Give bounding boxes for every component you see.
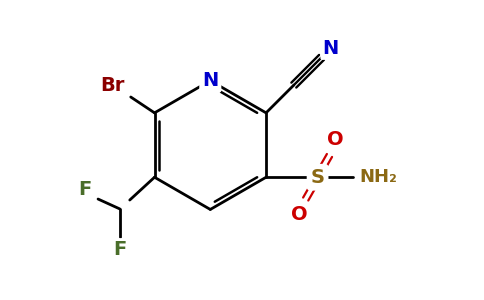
Text: O: O	[291, 206, 308, 224]
Text: O: O	[327, 130, 344, 149]
Text: N: N	[322, 39, 339, 58]
Text: S: S	[311, 168, 325, 187]
Text: F: F	[78, 180, 92, 199]
Text: Br: Br	[101, 76, 125, 94]
Text: N: N	[202, 71, 218, 90]
Text: F: F	[113, 240, 126, 259]
Text: NH₂: NH₂	[359, 168, 397, 186]
